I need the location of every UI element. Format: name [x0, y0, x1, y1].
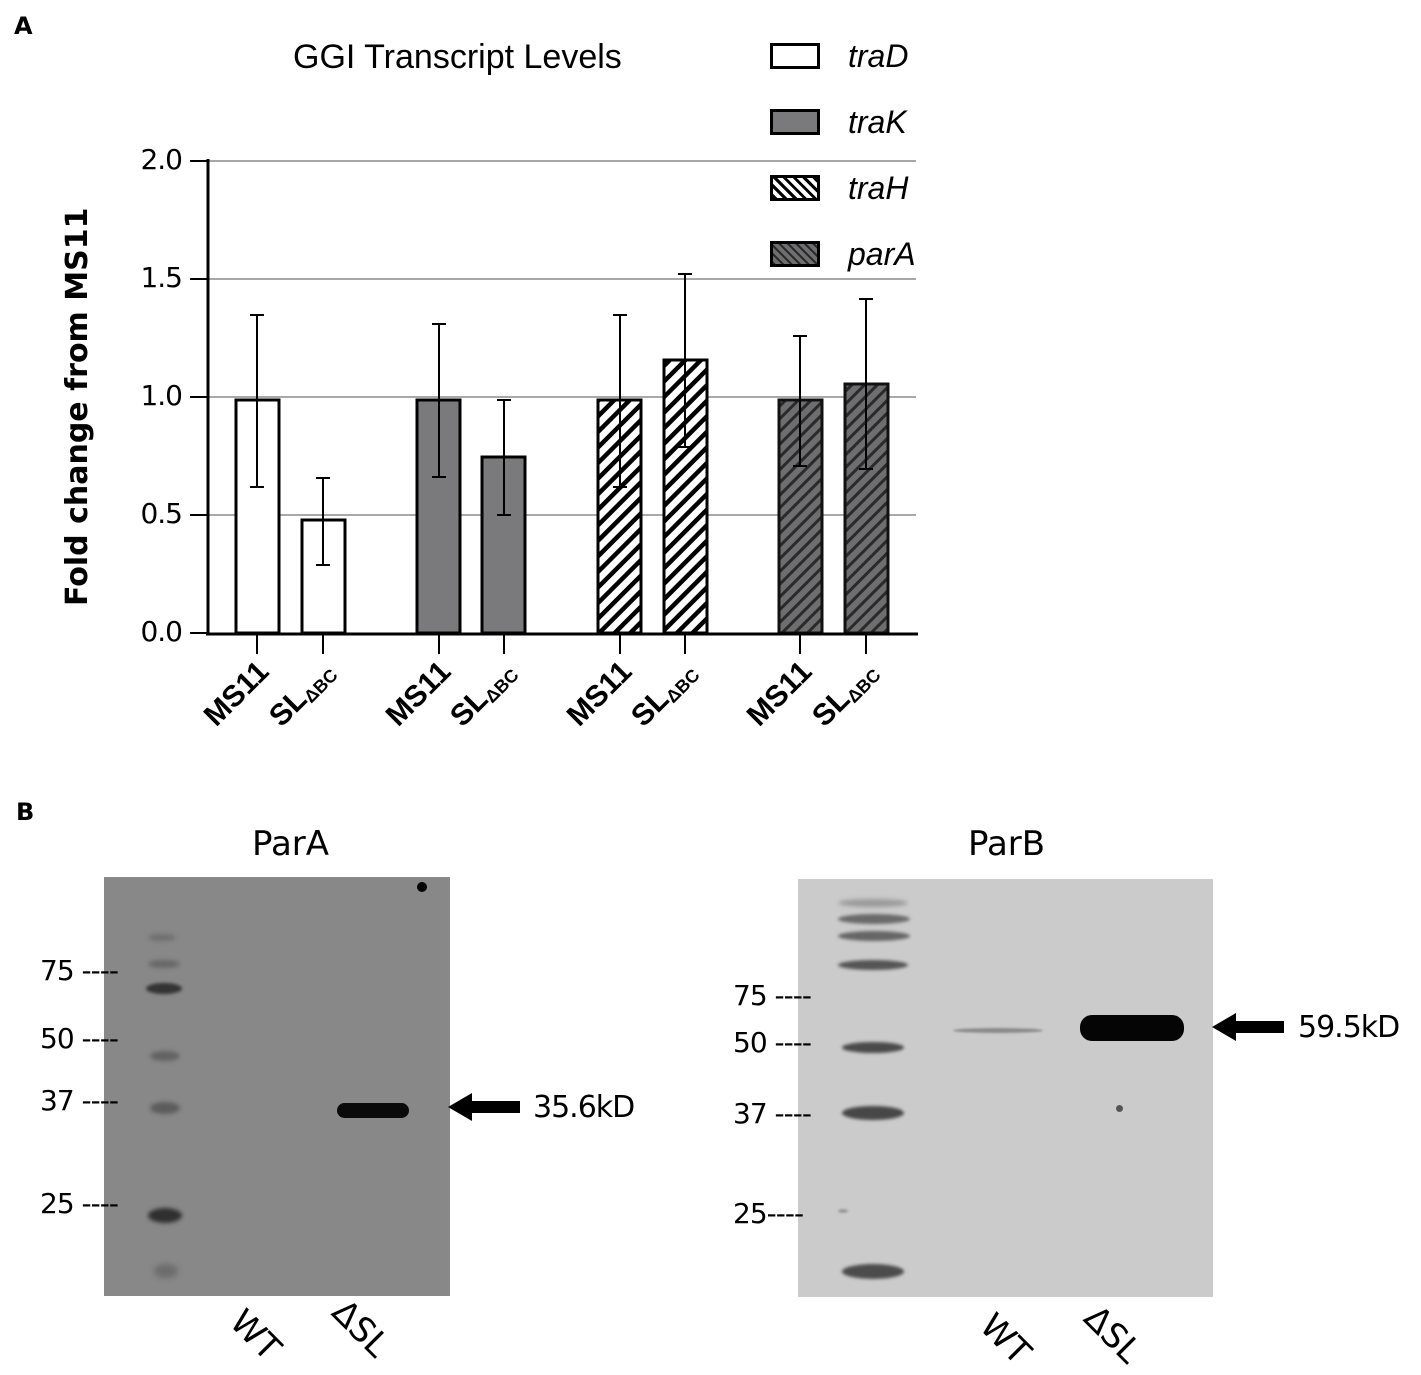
series-trad — [234, 398, 347, 635]
parb-blot-image — [798, 879, 1213, 1297]
legend-label-trah: traH — [848, 169, 909, 206]
para-target-band — [337, 1103, 409, 1118]
panel-a-letter: A — [14, 12, 33, 40]
parb-lane-wt: WT — [971, 1306, 1039, 1373]
para-blot-image — [104, 877, 450, 1296]
legend-swatch-trah — [770, 175, 820, 201]
chart-legend: traD traK traH parA — [770, 36, 916, 274]
chart-title: GGI Transcript Levels — [293, 38, 622, 76]
panel-b-letter: B — [16, 798, 35, 826]
parb-marker-25: 25---- — [733, 1197, 804, 1230]
legend-item-trah: traH — [770, 168, 916, 208]
parb-target-band — [1080, 1015, 1184, 1041]
legend-label-trad: traD — [848, 37, 909, 74]
bar-chart-plot — [190, 159, 918, 654]
parb-arrow-icon — [1212, 1013, 1284, 1041]
para-marker-25: 25 ---- — [40, 1187, 119, 1220]
legend-label-para: parA — [848, 235, 916, 272]
parb-blot-title: ParB — [968, 824, 1046, 864]
y-tick-0-5: 0.5 — [140, 497, 183, 530]
legend-swatch-trad — [770, 43, 820, 69]
legend-item-para: parA — [770, 234, 916, 274]
para-lane-dsl: ΔSL — [323, 1292, 398, 1366]
y-tick-1-0: 1.0 — [140, 379, 183, 412]
parb-marker-37: 37 ---- — [733, 1097, 812, 1130]
legend-swatch-trak — [770, 109, 820, 135]
error-bars — [250, 273, 873, 566]
series-trah — [596, 358, 709, 635]
series-para — [777, 382, 890, 635]
para-blot-title: ParA — [252, 824, 330, 864]
y-tick-0-0: 0.0 — [140, 615, 183, 648]
legend-label-trak: traK — [848, 103, 907, 140]
para-marker-75: 75 ---- — [40, 954, 119, 987]
para-marker-50: 50 ---- — [40, 1022, 119, 1055]
legend-item-trak: traK — [770, 102, 916, 142]
para-arrow-icon — [448, 1093, 520, 1121]
legend-swatch-para — [770, 241, 820, 267]
para-kd-label: 35.6kD — [533, 1090, 635, 1125]
parb-marker-50: 50 ---- — [733, 1026, 812, 1059]
para-lane-wt: WT — [221, 1302, 289, 1369]
para-marker-37: 37 ---- — [40, 1084, 119, 1117]
parb-marker-75: 75 ---- — [733, 979, 812, 1012]
legend-item-trad: traD — [770, 36, 916, 76]
parb-kd-label: 59.5kD — [1298, 1010, 1400, 1045]
y-tick-2-0: 2.0 — [140, 143, 183, 176]
y-tick-1-5: 1.5 — [140, 261, 183, 294]
series-trak — [415, 398, 527, 635]
parb-lane-dsl: ΔSL — [1075, 1298, 1150, 1372]
parb-wt-band — [953, 1028, 1043, 1033]
